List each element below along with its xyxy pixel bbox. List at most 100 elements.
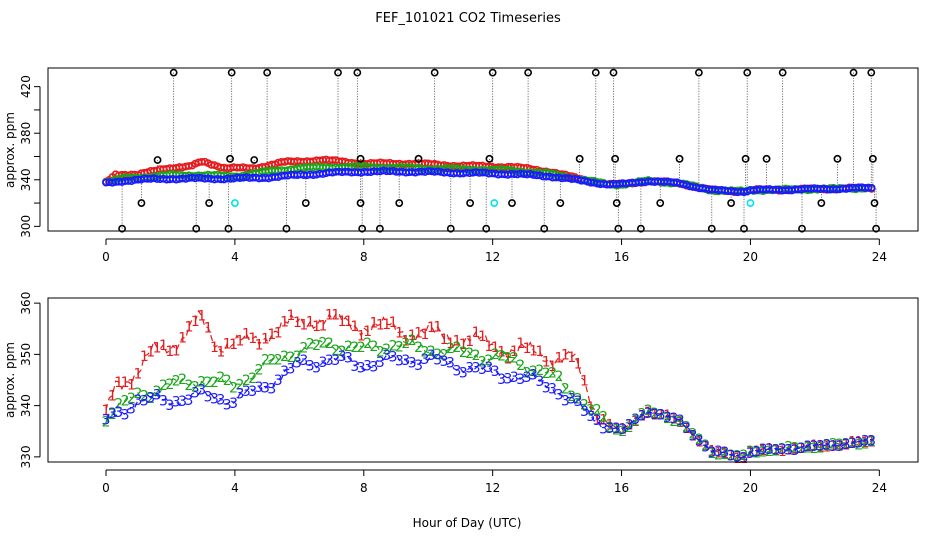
- bottom-series-glyph-3: 3: [274, 373, 283, 389]
- bottom-series-glyph-3: 3: [165, 398, 174, 414]
- top-spike-point: [263, 68, 272, 77]
- bottom-series-glyph-2: 2: [669, 414, 678, 430]
- bottom-series-glyph-2: 2: [580, 397, 589, 413]
- bottom-series-glyph-2: 2: [223, 373, 232, 389]
- bottom-series-glyph-1: 1: [172, 344, 181, 360]
- bottom-series-glyph-2: 2: [784, 440, 793, 456]
- top-spike-point: [224, 224, 233, 233]
- bottom-series-glyph-3: 3: [810, 439, 819, 455]
- bottom-series-glyph-2: 2: [599, 409, 608, 425]
- top-spike-point: [872, 224, 881, 233]
- bottom-series-glyph-1: 1: [293, 315, 302, 331]
- top-spike-point: [591, 68, 600, 77]
- bottom-series-glyph-1: 1: [771, 443, 780, 459]
- top-spike-point: [817, 199, 826, 207]
- bottom-y-tick-label: 330: [19, 445, 33, 468]
- top-spike-point: [375, 224, 384, 233]
- bottom-series-glyph-1: 1: [714, 445, 723, 461]
- bottom-series-glyph-3: 3: [580, 404, 589, 420]
- bottom-series-glyph-2: 2: [746, 444, 755, 460]
- bottom-series-glyph-3: 3: [625, 418, 634, 434]
- bottom-series-glyph-2: 2: [146, 391, 155, 407]
- bottom-series-glyph-2: 2: [867, 434, 876, 450]
- bottom-series-glyph-1: 1: [178, 330, 187, 346]
- bottom-series-glyph-1: 1: [835, 439, 844, 455]
- top-spike-point: [741, 154, 750, 163]
- bottom-series-glyph-2: 2: [484, 353, 493, 369]
- top-cyan-point: [230, 199, 239, 207]
- bottom-series-glyph-1: 1: [242, 327, 251, 343]
- bottom-series-glyph-1: 1: [191, 314, 200, 330]
- bottom-series-glyph-3: 3: [121, 408, 130, 424]
- bottom-series-glyph-1: 1: [593, 413, 602, 429]
- top-spike-point: [482, 224, 491, 233]
- top-y-axis-label: approx. ppm: [3, 112, 17, 188]
- bottom-series-glyph-2: 2: [523, 366, 532, 382]
- top-spike-point: [508, 199, 516, 207]
- bottom-series-glyph-3: 3: [714, 444, 723, 460]
- bottom-series-glyph-1: 1: [421, 327, 430, 343]
- bottom-series-glyph-2: 2: [740, 448, 749, 464]
- bottom-series-glyph-1: 1: [535, 344, 544, 360]
- bottom-series-glyph-2: 2: [267, 353, 276, 369]
- bottom-series-glyph-3: 3: [197, 383, 206, 399]
- bottom-series-glyph-3: 3: [752, 445, 761, 461]
- bottom-series-glyph-3: 3: [708, 445, 717, 461]
- bottom-x-tick-label: 20: [743, 481, 758, 495]
- bottom-series-glyph-2: 2: [516, 358, 525, 374]
- bottom-series-glyph-3: 3: [369, 360, 378, 376]
- bottom-series-glyph-1: 1: [318, 319, 327, 335]
- bottom-x-tick-label: 16: [614, 481, 629, 495]
- top-spike-point: [614, 224, 623, 233]
- bottom-series-glyph-2: 2: [561, 381, 570, 397]
- bottom-x-tick-label: 0: [102, 481, 110, 495]
- bottom-series-glyph-1: 1: [491, 340, 500, 356]
- bottom-series-glyph-2: 2: [427, 344, 436, 360]
- figure-title: FEF_101021 CO2 Timeseries: [375, 11, 561, 26]
- top-spike-point: [250, 156, 259, 164]
- top-cyan-point: [746, 199, 755, 207]
- bottom-series-glyph-1: 1: [854, 434, 863, 450]
- bottom-series-glyph-3: 3: [344, 351, 353, 367]
- bottom-series-glyph-3: 3: [114, 405, 123, 421]
- bottom-series-glyph-3: 3: [446, 356, 455, 372]
- bottom-series-glyph-2: 2: [593, 402, 602, 418]
- bottom-series-glyph-1: 1: [497, 344, 506, 360]
- bottom-series-glyph-2: 2: [255, 362, 264, 378]
- top-spike-point: [798, 224, 806, 233]
- bottom-series-glyph-1: 1: [746, 444, 755, 460]
- bottom-series-glyph-3: 3: [376, 355, 385, 371]
- bottom-series-glyph-2: 2: [210, 375, 219, 391]
- bottom-series-glyph-2: 2: [816, 441, 825, 457]
- bottom-series-glyph-2: 2: [618, 424, 627, 440]
- bottom-series-glyph-2: 2: [395, 340, 404, 356]
- bottom-series-glyph-3: 3: [408, 356, 417, 372]
- bottom-series-glyph-2: 2: [478, 354, 487, 370]
- bottom-series-glyph-3: 3: [791, 443, 800, 459]
- bottom-series-glyph-2: 2: [663, 411, 672, 427]
- bottom-series-glyph-3: 3: [784, 443, 793, 459]
- bottom-series-glyph-3: 3: [669, 411, 678, 427]
- bottom-series-glyph-3: 3: [433, 353, 442, 369]
- bottom-series-glyph-3: 3: [867, 434, 876, 450]
- top-spike-point: [540, 224, 549, 233]
- bottom-series-glyph-1: 1: [580, 373, 589, 389]
- bottom-series-glyph-2: 2: [172, 373, 181, 389]
- bottom-series-glyph-1: 1: [663, 408, 672, 424]
- bottom-series-glyph-3: 3: [555, 388, 564, 404]
- bottom-series-glyph-3: 3: [172, 395, 181, 411]
- top-y-tick-label: 380: [19, 122, 33, 145]
- bottom-series-glyph-2: 2: [625, 420, 634, 436]
- bottom-series-glyph-2: 2: [765, 444, 774, 460]
- bottom-series-glyph-3: 3: [676, 413, 685, 429]
- bottom-series-glyph-3: 3: [561, 393, 570, 409]
- top-spike-point: [227, 68, 236, 77]
- bottom-series-glyph-1: 1: [229, 337, 238, 353]
- bottom-series-glyph-3: 3: [657, 408, 666, 424]
- bottom-series-glyph-2: 2: [421, 344, 430, 360]
- bottom-series-glyph-3: 3: [542, 380, 551, 396]
- bottom-series-glyph-2: 2: [586, 402, 595, 418]
- bottom-series-line-1: [105, 309, 872, 459]
- bottom-series-glyph-3: 3: [242, 384, 251, 400]
